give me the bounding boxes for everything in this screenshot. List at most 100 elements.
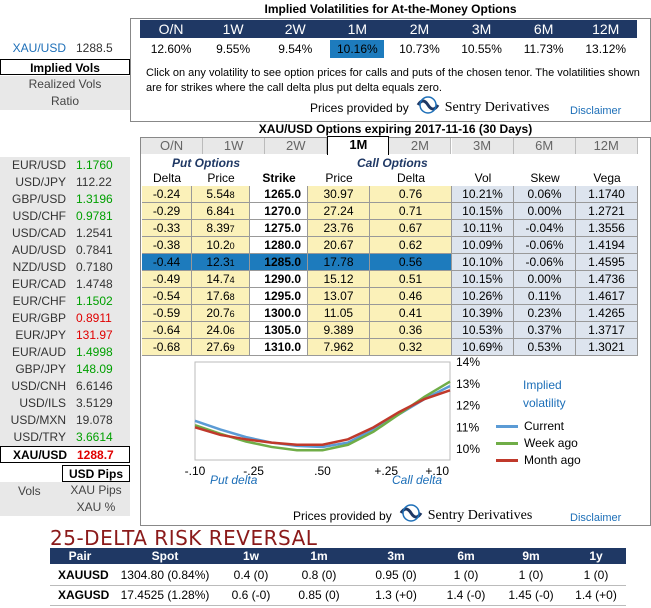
pair-price: 3.5129 [76, 396, 113, 410]
pair-row[interactable]: EUR/USD 1.1760 [0, 157, 130, 174]
option-cell-cp[interactable]: 9.389 [308, 322, 370, 339]
option-value: 0.41 [398, 306, 423, 320]
option-tenor-tab[interactable]: 2M [389, 138, 452, 154]
pair-row[interactable]: USD/CNH 6.6146 [0, 378, 130, 395]
tab-usd-pips[interactable]: USD Pips [62, 465, 130, 482]
option-cell-pp[interactable]: 12.31 [192, 254, 250, 271]
tenor-header: 1M [347, 21, 368, 37]
option-cell-cp[interactable]: 11.05 [308, 305, 370, 322]
disclaimer-link-top[interactable]: Disclaimer [570, 105, 622, 117]
rr-column-header: 3m [387, 549, 405, 563]
option-cell-pp[interactable]: 20.76 [192, 305, 250, 322]
implied-vol-value[interactable]: 13.12% [585, 42, 627, 56]
option-cell-cp[interactable]: 27.24 [308, 203, 370, 220]
implied-vol-value[interactable]: 10.55% [461, 42, 502, 56]
option-cell-cp[interactable]: 17.78 [308, 254, 370, 271]
rr-cell: 0.8 (0) [301, 568, 337, 582]
option-value: 1265.0 [264, 187, 301, 201]
option-tenor-tab[interactable]: 1M [327, 136, 390, 155]
option-cell-k: 1285.0 [250, 254, 308, 271]
pair-price: 0.9781 [76, 209, 113, 223]
option-tenor-tab[interactable]: 1W [203, 138, 266, 154]
tab-xau-pct[interactable]: XAU % [62, 499, 130, 516]
tab-realized-vols[interactable]: Realized Vols [0, 76, 130, 93]
pair-name: USD/ILS [19, 396, 66, 410]
pair-price: 1.4998 [76, 345, 113, 359]
option-cell-vega: 1.3021 [576, 339, 638, 356]
pair-row[interactable]: EUR/AUD 1.4998 [0, 344, 130, 361]
option-cell-cp[interactable]: 20.67 [308, 237, 370, 254]
option-cell-cd: 0.71 [370, 203, 452, 220]
tab-xau-pips-label: XAU Pips [70, 483, 122, 497]
pair-price: 1.2541 [76, 226, 113, 240]
implied-vol-value[interactable]: 10.16% [330, 40, 385, 58]
pair-price: 0.7180 [76, 260, 113, 274]
tab-implied-vols[interactable]: Implied Vols [0, 59, 130, 75]
pair-row[interactable]: USD/CAD 1.2541 [0, 225, 130, 242]
option-cell-pp[interactable]: 24.06 [192, 322, 250, 339]
tab-xau-pips[interactable]: XAU Pips [62, 482, 130, 499]
gold-quote[interactable]: XAU/USD 1288.5 [0, 40, 130, 57]
option-cell-pp[interactable]: 8.397 [192, 220, 250, 237]
option-cell-vol: 10.09% [452, 237, 514, 254]
legend-item: Current [496, 418, 564, 434]
option-cell-pp[interactable]: 17.68 [192, 288, 250, 305]
implied-vol-value[interactable]: 9.54% [278, 42, 313, 56]
rr-column-header: 6m [457, 549, 475, 563]
disclaimer-link-bottom[interactable]: Disclaimer [570, 512, 622, 524]
pair-row[interactable]: USD/JPY 112.22 [0, 174, 130, 191]
implied-vol-value[interactable]: 9.55% [216, 42, 251, 56]
pair-row[interactable]: EUR/CAD 1.4748 [0, 276, 130, 293]
tenor-header: 12M [592, 21, 620, 37]
pair-row[interactable]: USD/TRY 3.6614 [0, 429, 130, 446]
option-cell-pp[interactable]: 5.548 [192, 186, 250, 203]
rr-cell: 1.4 (-0) [446, 588, 486, 602]
pair-row[interactable]: EUR/JPY 131.97 [0, 327, 130, 344]
option-cell-pp[interactable]: 6.841 [192, 203, 250, 220]
option-column-header: Price [207, 171, 235, 185]
option-value: -0.29 [152, 204, 181, 218]
option-cell-vol: 10.15% [452, 203, 514, 220]
implied-vol-value[interactable]: 11.73% [523, 42, 564, 56]
option-cell-pp[interactable]: 10.20 [192, 237, 250, 254]
option-cell-cd: 0.32 [370, 339, 452, 356]
price-pip-digit: 8 [229, 292, 235, 302]
pair-row[interactable]: GBP/USD 1.3196 [0, 191, 130, 208]
pair-row[interactable]: AUD/USD 0.7841 [0, 242, 130, 259]
option-value: -0.64 [152, 323, 181, 337]
option-tenor-tab[interactable]: 6M [513, 138, 576, 154]
tab-ratio[interactable]: Ratio [0, 93, 130, 110]
option-value: 1.2721 [588, 204, 625, 218]
option-value: -0.59 [152, 306, 181, 320]
option-cell-cp[interactable]: 23.76 [308, 220, 370, 237]
option-value: 17.78 [323, 255, 354, 269]
option-cell-pd: -0.54 [142, 288, 192, 305]
option-cell-k: 1290.0 [250, 271, 308, 288]
pair-row[interactable]: USD/ILS 3.5129 [0, 395, 130, 412]
option-cell-cp[interactable]: 15.12 [308, 271, 370, 288]
pair-row[interactable]: USD/MXN 19.078 [0, 412, 130, 429]
pair-row[interactable]: EUR/CHF 1.1502 [0, 293, 130, 310]
option-tenor-tab[interactable]: 3M [451, 138, 514, 154]
option-tenor-tab[interactable]: 12M [575, 138, 638, 154]
option-cell-cp[interactable]: 30.97 [308, 186, 370, 203]
option-column-header: Delta [396, 171, 425, 185]
rr-cell: 17.4525 (1.28%) [120, 588, 210, 602]
option-cell-pp[interactable]: 14.74 [192, 271, 250, 288]
pair-row[interactable]: EUR/GBP 0.8911 [0, 310, 130, 327]
option-cell-cp[interactable]: 7.962 [308, 339, 370, 356]
pair-name: EUR/CHF [12, 294, 66, 308]
option-tenor-tab[interactable]: O/N [141, 138, 204, 154]
pair-row[interactable]: XAU/USD 1288.7 [0, 446, 130, 463]
option-cell-cp[interactable]: 13.07 [308, 288, 370, 305]
pair-price: 148.09 [76, 362, 113, 376]
provided-by-top: Prices provided by Sentry Derivatives [310, 96, 549, 118]
pair-row[interactable]: NZD/USD 0.7180 [0, 259, 130, 276]
pair-row[interactable]: USD/CHF 0.9781 [0, 208, 130, 225]
option-value: 1.4595 [588, 255, 625, 269]
implied-vol-value[interactable]: 10.73% [399, 42, 440, 56]
pair-row[interactable]: GBP/JPY 148.09 [0, 361, 130, 378]
implied-vol-value[interactable]: 12.60% [150, 42, 192, 56]
option-tenor-tab[interactable]: 2W [265, 138, 328, 154]
option-cell-pp[interactable]: 27.69 [192, 339, 250, 356]
